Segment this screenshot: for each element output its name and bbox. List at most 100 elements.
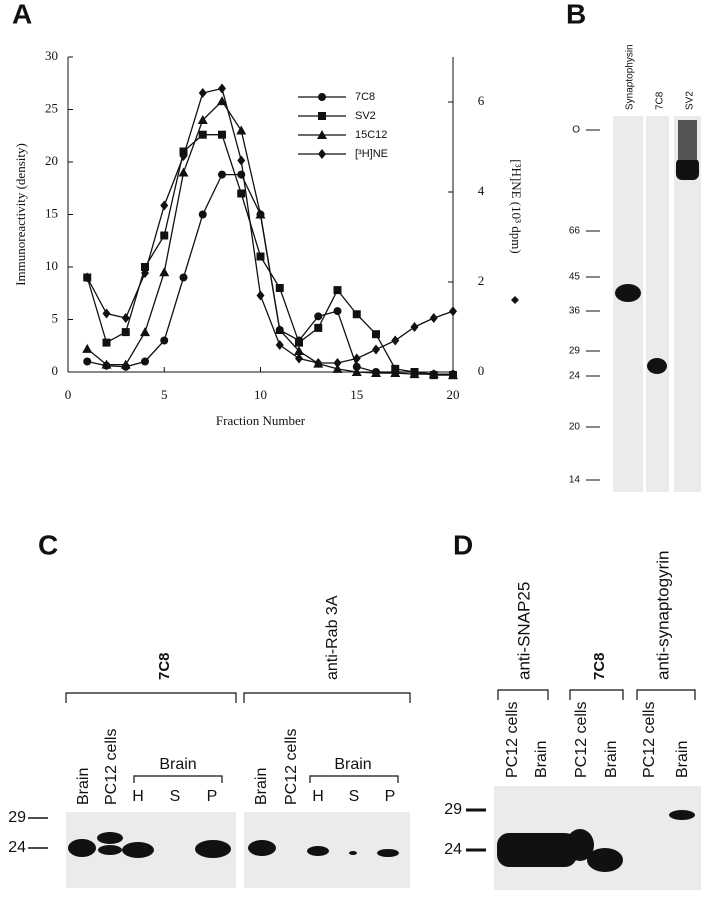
point — [274, 325, 285, 334]
point — [197, 115, 208, 124]
point — [314, 312, 323, 321]
point — [429, 313, 438, 323]
point — [351, 367, 362, 376]
legend-label: [³H]NE — [355, 148, 388, 160]
band — [676, 158, 699, 180]
point — [140, 327, 150, 337]
group-label: Brain — [334, 756, 371, 773]
point — [179, 151, 188, 161]
legend-label: 7C8 — [355, 91, 375, 103]
smear — [678, 120, 697, 160]
point — [160, 200, 169, 211]
band — [349, 851, 357, 855]
marker-label: O — [572, 125, 580, 136]
point — [237, 189, 246, 198]
legend-label: SV2 — [355, 110, 376, 122]
band — [647, 358, 667, 374]
point — [160, 231, 169, 240]
point — [314, 323, 323, 332]
fraction-label: S — [349, 788, 360, 805]
point — [218, 170, 226, 179]
point — [352, 362, 361, 371]
panel-b: Synaptophysin 7C8 SV2 — [613, 44, 701, 492]
point — [83, 357, 92, 366]
marker-label: 24 — [8, 839, 26, 856]
band — [669, 810, 695, 820]
point — [218, 130, 226, 139]
marker-label: 29 — [444, 801, 462, 818]
point — [409, 369, 420, 379]
bracket — [569, 689, 624, 700]
panel-label: D — [453, 529, 473, 560]
point — [159, 267, 170, 277]
panel-label: C — [38, 529, 58, 560]
point — [449, 306, 457, 317]
point — [391, 335, 400, 346]
y2-axis-label: [³H]NE (10³ dpm) — [509, 159, 524, 253]
x-tick-label: 10 — [254, 387, 267, 402]
y-tick-label: 5 — [52, 310, 59, 325]
lane-label: PC12 cells — [283, 729, 300, 805]
point — [372, 330, 380, 339]
marker-label: 66 — [569, 226, 581, 237]
legend-marker — [318, 112, 326, 120]
antibody-label: 7C8 — [591, 652, 608, 680]
point — [314, 358, 323, 368]
panel-label: A — [12, 0, 32, 29]
band — [97, 832, 123, 844]
marker-label: 24 — [444, 841, 462, 858]
point — [371, 368, 381, 378]
x-tick-label: 15 — [350, 387, 363, 402]
x-tick-label: 20 — [447, 387, 460, 402]
bracket — [133, 775, 223, 783]
antibody-label: 7C8 — [156, 652, 173, 680]
bracket — [636, 689, 696, 700]
blot-lane — [613, 116, 643, 492]
point — [352, 353, 361, 364]
point — [428, 369, 439, 379]
point — [410, 322, 419, 332]
point — [255, 209, 266, 219]
panel-label: B — [566, 0, 586, 29]
fraction-label: S — [170, 788, 181, 805]
band — [497, 833, 577, 867]
marker-label: 29 — [569, 346, 581, 357]
legend-marker — [317, 130, 327, 139]
point — [275, 340, 284, 350]
lane-label: Synaptophysin — [625, 44, 636, 110]
fraction-label: H — [312, 788, 324, 805]
marker-label: 29 — [8, 809, 26, 826]
blot-lane — [646, 116, 669, 492]
band — [377, 849, 399, 857]
y-tick-label: 20 — [45, 153, 58, 168]
point — [160, 336, 169, 345]
point — [102, 308, 111, 319]
legend-label: 15C12 — [355, 129, 387, 141]
point — [82, 343, 93, 353]
fraction-label: P — [207, 788, 218, 805]
point — [372, 344, 380, 355]
y2-tick-label: 4 — [478, 183, 485, 198]
point — [352, 310, 361, 319]
band — [566, 829, 594, 861]
point — [448, 370, 458, 380]
lane-label: Brain — [533, 741, 550, 778]
point — [275, 284, 284, 292]
point — [390, 368, 401, 378]
y2-tick-label: 6 — [478, 93, 485, 108]
point — [179, 273, 188, 282]
marker-label: 45 — [569, 272, 581, 283]
lane-label: Brain — [603, 741, 620, 778]
y-tick-label: 25 — [45, 100, 58, 115]
band — [122, 842, 154, 858]
point — [83, 272, 92, 283]
y-tick-label: 0 — [52, 363, 59, 378]
lane-label: PC12 cells — [103, 729, 120, 805]
panel-d: anti-SNAP25 7C8 anti-synaptogyrin PC12 c… — [444, 551, 701, 890]
lane-label: Brain — [253, 768, 270, 805]
y2-tick-label: 0 — [478, 363, 485, 378]
point — [217, 96, 227, 106]
x-axis-label: Fraction Number — [216, 413, 306, 428]
series-line — [86, 100, 454, 376]
